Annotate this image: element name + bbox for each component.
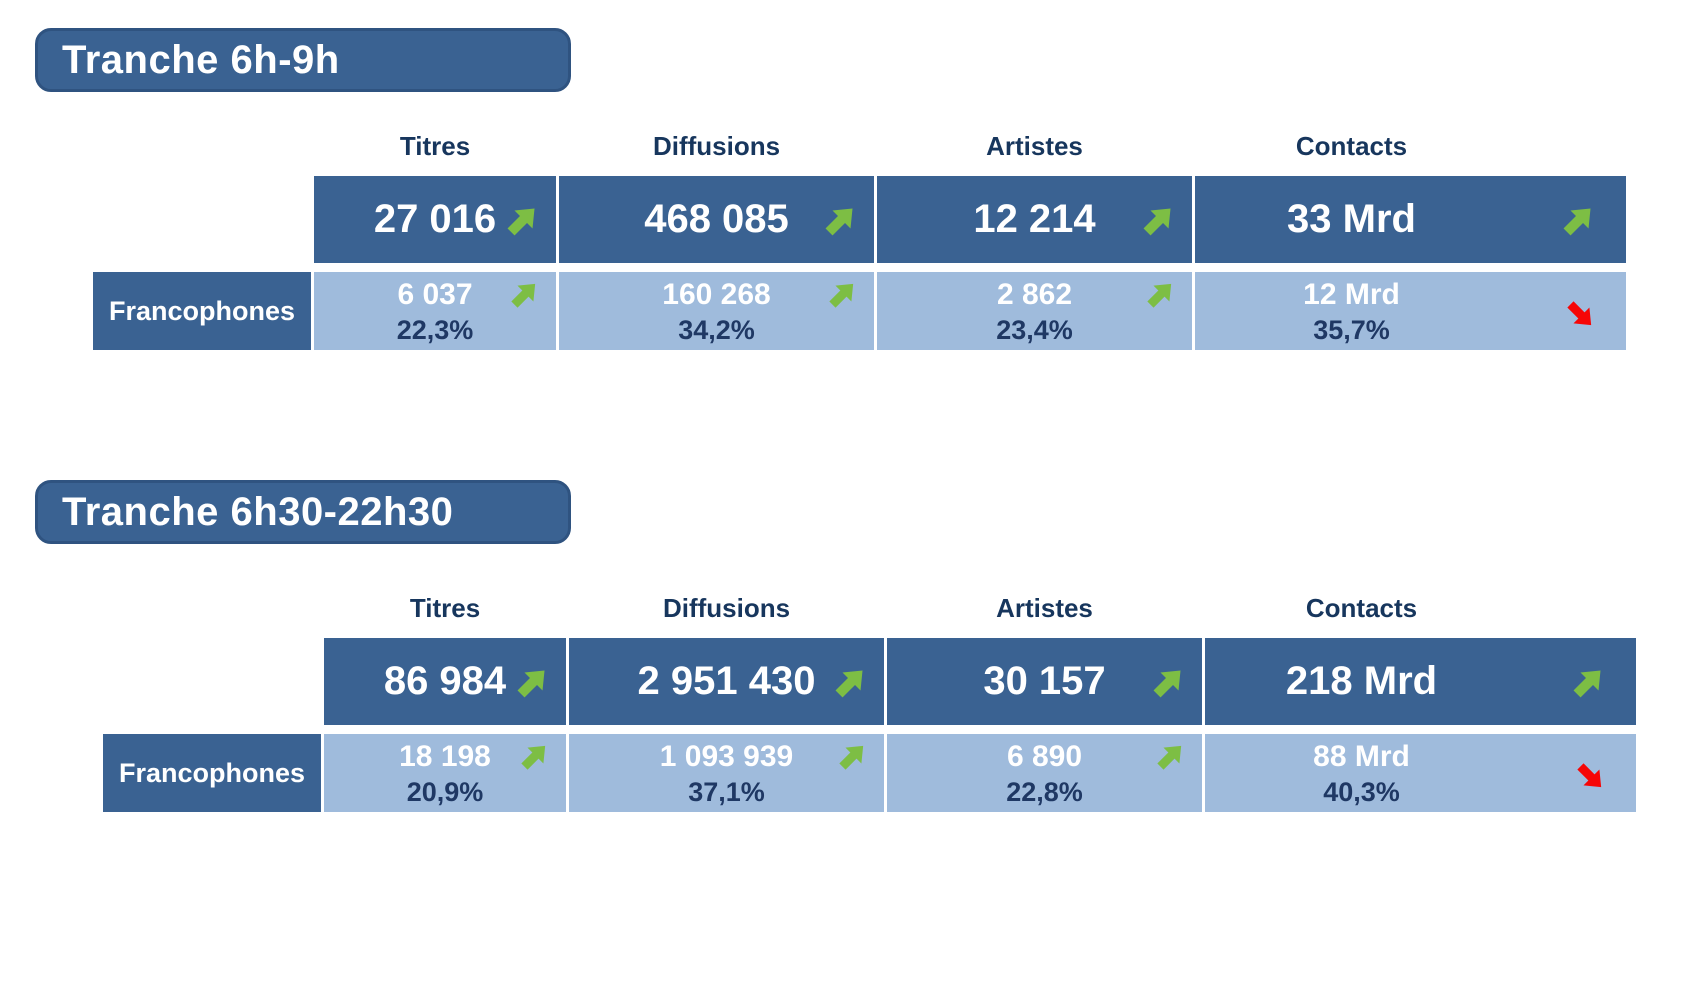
franco-value: 2 862: [996, 277, 1073, 311]
franco-value: 6 890: [1006, 739, 1083, 773]
franco-cell-diffusions: 160 268 34,2%: [559, 272, 874, 350]
trend-up-icon: [520, 741, 550, 771]
trend-down-icon: [1566, 300, 1596, 330]
franco-share: 22,3%: [396, 314, 474, 345]
trend-up-icon: [516, 665, 550, 699]
row-spacer: [93, 176, 311, 263]
totals-row: 27 016 468 085 12 214 33 Mrd: [93, 176, 1696, 263]
franco-share: 40,3%: [1323, 776, 1400, 807]
franco-share: 35,7%: [1313, 314, 1390, 345]
trend-up-icon: [828, 279, 858, 309]
franco-value: 6 037: [397, 277, 473, 311]
francophones-row: Francophones 6 037 22,3% 160 268 34,2% 2…: [93, 272, 1696, 350]
total-value: 2 951 430: [637, 659, 816, 703]
franco-cell-diffusions: 1 093 939 37,1%: [569, 734, 884, 812]
column-header-titres: Titres: [409, 592, 481, 623]
total-value: 27 016: [373, 197, 497, 241]
column-header-contacts: Contacts: [1295, 130, 1408, 161]
header-spacer: [103, 592, 321, 624]
total-value: 12 214: [973, 197, 1096, 241]
franco-cell-artistes: 6 890 22,8%: [887, 734, 1202, 812]
total-value: 33 Mrd: [1287, 197, 1416, 241]
column-header-titres: Titres: [399, 130, 471, 161]
franco-share: 23,4%: [996, 314, 1073, 345]
franco-cell-titres: 6 037 22,3%: [314, 272, 556, 350]
trend-up-icon: [1562, 203, 1596, 237]
section-title-banner: Tranche 6h30-22h30: [35, 480, 571, 544]
row-spacer: [103, 638, 321, 725]
franco-value: 88 Mrd: [1313, 739, 1410, 773]
total-value: 218 Mrd: [1285, 659, 1438, 703]
franco-share: 22,8%: [1006, 776, 1083, 807]
franco-value: 18 198: [399, 739, 491, 773]
franco-value: 160 268: [662, 277, 771, 311]
trend-up-icon: [510, 279, 540, 309]
total-cell-artistes: 12 214: [877, 176, 1192, 263]
total-cell-diffusions: 468 085: [559, 176, 874, 263]
total-cell-contacts: 218 Mrd: [1205, 638, 1636, 725]
section-tranche-6h30-22h30: Tranche 6h30-22h30 Titres Diffusions Art…: [0, 480, 1696, 812]
total-value: 30 157: [983, 659, 1106, 703]
franco-cell-artistes: 2 862 23,4%: [877, 272, 1192, 350]
section-title: Tranche 6h30-22h30: [62, 489, 454, 534]
trend-up-icon: [838, 741, 868, 771]
trend-up-icon: [1572, 665, 1606, 699]
column-header-contacts: Contacts: [1305, 592, 1418, 623]
section-title-banner: Tranche 6h-9h: [35, 28, 571, 92]
column-header-artistes: Artistes: [996, 592, 1093, 623]
column-header-row: Titres Diffusions Artistes Contacts: [103, 592, 1696, 624]
total-cell-titres: 27 016: [314, 176, 556, 263]
total-cell-artistes: 30 157: [887, 638, 1202, 725]
header-spacer: [93, 130, 311, 162]
franco-share: 34,2%: [678, 314, 755, 345]
franco-cell-contacts: 88 Mrd 40,3%: [1205, 734, 1636, 812]
franco-value: 1 093 939: [659, 739, 794, 773]
trend-down-icon: [1576, 762, 1606, 792]
franco-cell-titres: 18 198 20,9%: [324, 734, 566, 812]
section-tranche-6h-9h: Tranche 6h-9h Titres Diffusions Artistes…: [0, 28, 1696, 350]
trend-up-icon: [824, 203, 858, 237]
section-title: Tranche 6h-9h: [62, 37, 340, 82]
trend-up-icon: [506, 203, 540, 237]
francophones-row: Francophones 18 198 20,9% 1 093 939 37,1…: [103, 734, 1696, 812]
trend-up-icon: [1156, 741, 1186, 771]
total-cell-titres: 86 984: [324, 638, 566, 725]
total-cell-contacts: 33 Mrd: [1195, 176, 1626, 263]
franco-share: 37,1%: [688, 776, 765, 807]
trend-up-icon: [1142, 203, 1176, 237]
franco-share: 20,9%: [406, 776, 484, 807]
total-value: 86 984: [383, 659, 507, 703]
totals-row: 86 984 2 951 430 30 157 218 Mrd: [103, 638, 1696, 725]
total-cell-diffusions: 2 951 430: [569, 638, 884, 725]
column-header-diffusions: Diffusions: [652, 130, 781, 161]
row-label-francophones: Francophones: [103, 734, 321, 812]
column-header-row: Titres Diffusions Artistes Contacts: [93, 130, 1696, 162]
franco-value: 12 Mrd: [1303, 277, 1400, 311]
franco-cell-contacts: 12 Mrd 35,7%: [1195, 272, 1626, 350]
trend-up-icon: [1146, 279, 1176, 309]
column-header-diffusions: Diffusions: [662, 592, 791, 623]
total-value: 468 085: [644, 197, 789, 241]
row-label-francophones: Francophones: [93, 272, 311, 350]
trend-up-icon: [1152, 665, 1186, 699]
column-header-artistes: Artistes: [986, 130, 1083, 161]
trend-up-icon: [834, 665, 868, 699]
